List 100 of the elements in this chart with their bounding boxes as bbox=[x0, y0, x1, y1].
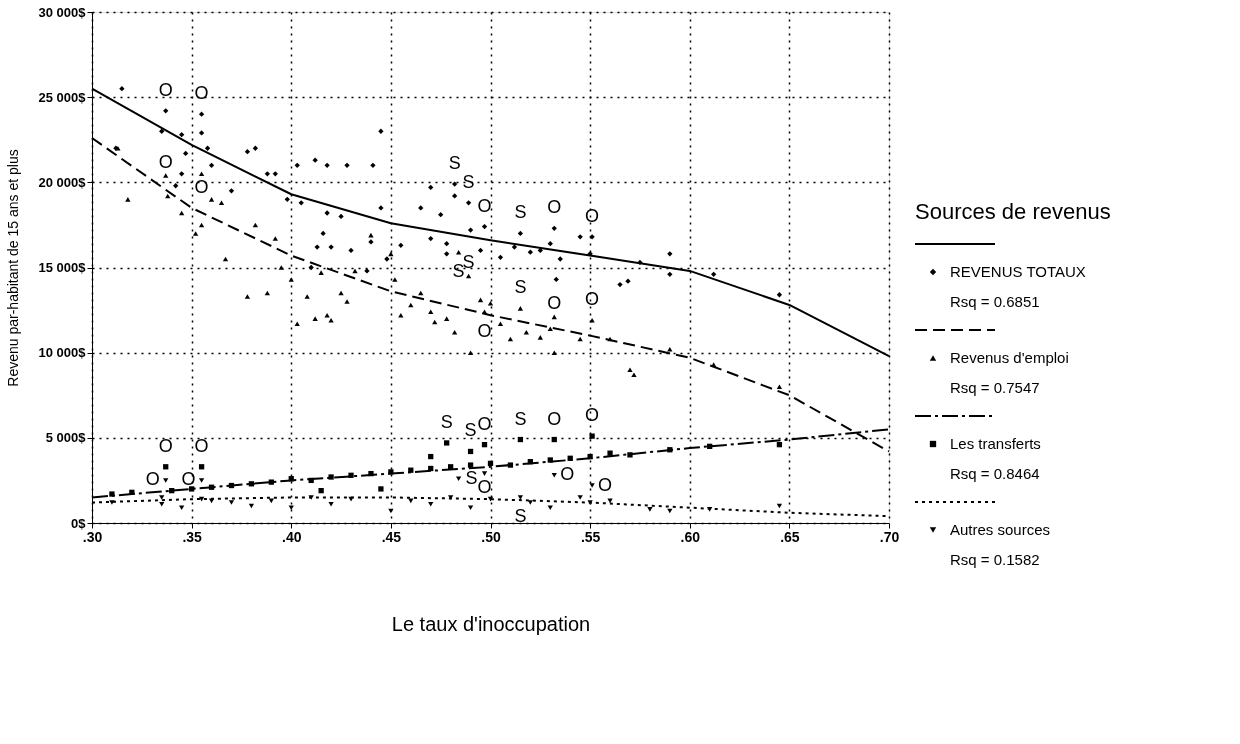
data-label: S bbox=[440, 411, 453, 432]
point bbox=[252, 222, 259, 228]
point bbox=[248, 503, 255, 509]
point bbox=[318, 487, 324, 494]
x-tick-label: .40 bbox=[282, 528, 302, 545]
point bbox=[348, 472, 354, 478]
point bbox=[667, 346, 673, 352]
point bbox=[547, 505, 553, 510]
x-tick-label: .35 bbox=[182, 528, 203, 545]
point bbox=[428, 309, 434, 315]
data-label: O bbox=[477, 476, 492, 497]
point bbox=[188, 486, 195, 492]
point bbox=[328, 474, 334, 480]
point bbox=[198, 222, 205, 228]
point bbox=[487, 300, 494, 306]
legend-title: Sources de revenus bbox=[915, 199, 1111, 224]
point bbox=[294, 321, 300, 326]
data-label: S bbox=[462, 171, 475, 192]
point bbox=[344, 299, 350, 304]
data-label: O bbox=[194, 176, 209, 197]
point bbox=[467, 505, 474, 510]
point bbox=[179, 210, 185, 216]
point bbox=[428, 501, 434, 507]
point bbox=[527, 500, 533, 505]
point bbox=[547, 326, 553, 332]
x-tick-label: .55 bbox=[580, 528, 601, 545]
point bbox=[551, 473, 557, 478]
data-label: O bbox=[598, 474, 613, 495]
y-axis-title: Revenu par-habitant de 15 ans et plus bbox=[4, 149, 21, 387]
point bbox=[467, 462, 474, 468]
point bbox=[163, 478, 169, 483]
y-tick-label: 30 000$ bbox=[38, 4, 87, 20]
data-label: O bbox=[477, 413, 492, 434]
point bbox=[378, 486, 384, 492]
point bbox=[208, 197, 215, 202]
data-label: O bbox=[158, 435, 173, 456]
point bbox=[589, 483, 595, 488]
point bbox=[198, 171, 205, 177]
point bbox=[627, 367, 633, 372]
point bbox=[159, 495, 165, 500]
x-tick-label: .60 bbox=[680, 528, 701, 545]
point bbox=[244, 294, 251, 299]
point bbox=[388, 508, 394, 514]
point bbox=[163, 173, 169, 178]
legend-label: Revenus d'emploi Rsq = 0.7547 bbox=[950, 349, 1069, 396]
y-tick-label: 15 000$ bbox=[38, 260, 87, 275]
point bbox=[776, 384, 783, 390]
data-label: O bbox=[547, 408, 562, 429]
x-tick-label: .70 bbox=[879, 528, 900, 545]
data-label: O bbox=[547, 292, 562, 313]
point bbox=[159, 501, 165, 507]
point bbox=[352, 268, 358, 274]
x-tick-label: .50 bbox=[481, 528, 501, 545]
point bbox=[627, 452, 633, 458]
point bbox=[272, 236, 278, 241]
point bbox=[318, 270, 324, 275]
point bbox=[551, 350, 557, 355]
point bbox=[109, 500, 115, 505]
point bbox=[444, 440, 450, 446]
point bbox=[288, 277, 294, 282]
y-tick-label: 10 000$ bbox=[38, 345, 87, 361]
point bbox=[179, 505, 185, 510]
point bbox=[577, 495, 583, 500]
point bbox=[507, 336, 514, 342]
point bbox=[328, 318, 334, 323]
legend-label: Autres sources Rsq = 0.1582 bbox=[950, 521, 1051, 568]
point bbox=[165, 193, 171, 199]
point bbox=[125, 197, 131, 202]
data-label: O bbox=[194, 435, 209, 456]
point bbox=[392, 277, 398, 282]
point bbox=[465, 273, 472, 279]
point bbox=[497, 321, 504, 326]
point bbox=[647, 507, 653, 512]
x-axis-title: Le taux d'inoccupation bbox=[391, 612, 591, 635]
x-tick-label: .65 bbox=[780, 528, 800, 545]
point bbox=[198, 496, 205, 502]
x-tick-label: .45 bbox=[381, 528, 402, 545]
point bbox=[312, 316, 318, 321]
point bbox=[304, 294, 310, 299]
data-label: O bbox=[585, 205, 600, 226]
point bbox=[444, 316, 450, 321]
y-tick-label: 0$ bbox=[71, 515, 87, 531]
point bbox=[198, 478, 205, 483]
data-label: S bbox=[464, 420, 477, 441]
data-label: O bbox=[585, 405, 600, 426]
point bbox=[481, 471, 488, 476]
data-label: O bbox=[181, 469, 196, 490]
point bbox=[523, 329, 530, 335]
data-label: O bbox=[194, 83, 209, 104]
point bbox=[589, 318, 595, 323]
point bbox=[517, 306, 524, 311]
point bbox=[228, 500, 235, 505]
point bbox=[537, 335, 543, 340]
data-label: S bbox=[448, 153, 461, 174]
data-label: O bbox=[560, 464, 575, 485]
y-tick-label: 20 000$ bbox=[38, 174, 87, 190]
data-label: O bbox=[547, 197, 562, 218]
point bbox=[455, 476, 462, 481]
point bbox=[109, 491, 115, 497]
data-label: O bbox=[145, 469, 160, 490]
